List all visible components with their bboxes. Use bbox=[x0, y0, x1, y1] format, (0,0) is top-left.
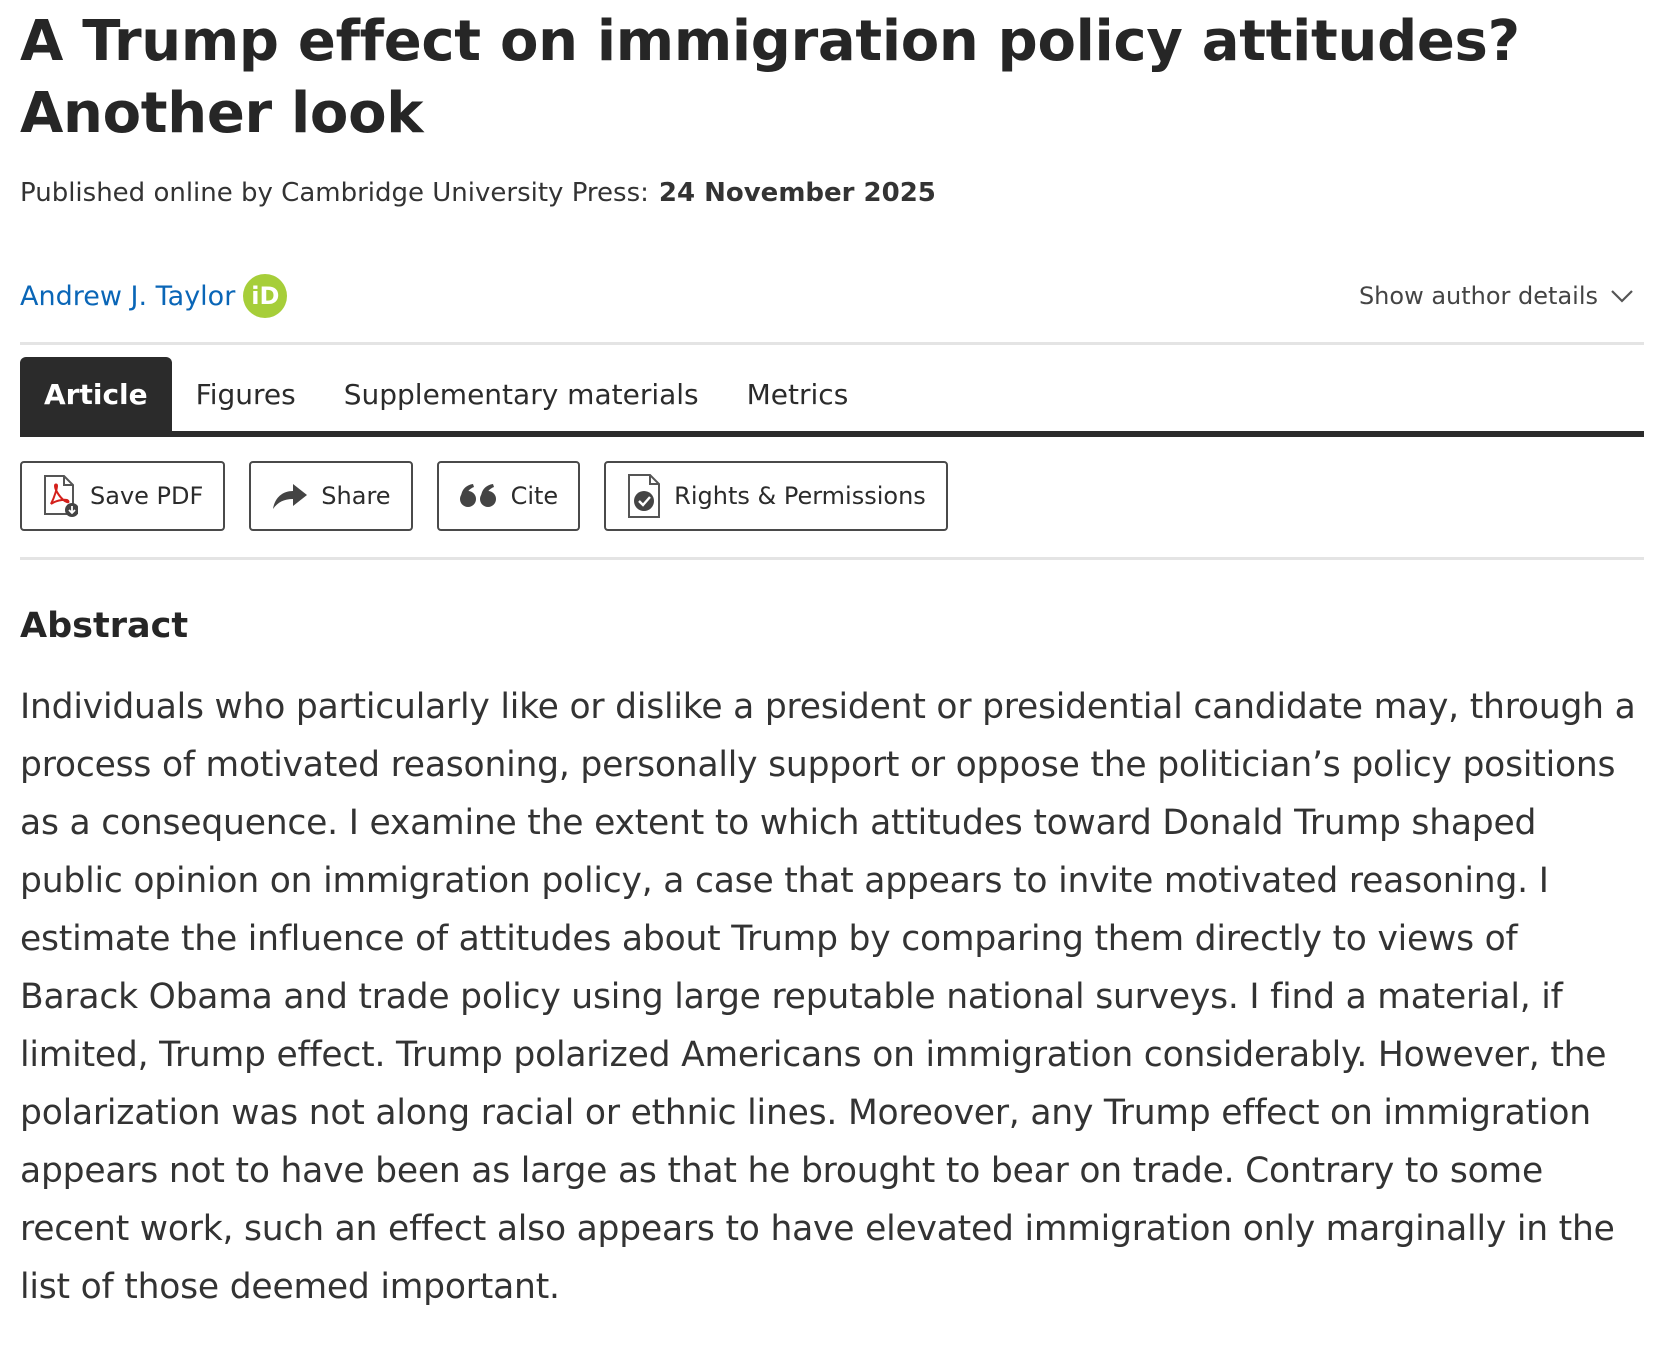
article-page: A Trump effect on immigration policy att… bbox=[20, 0, 1644, 1316]
article-tabs: Article Figures Supplementary materials … bbox=[20, 357, 1644, 437]
divider bbox=[20, 342, 1644, 345]
document-check-icon bbox=[626, 473, 662, 519]
article-title: A Trump effect on immigration policy att… bbox=[20, 9, 1520, 146]
rights-permissions-button[interactable]: Rights & Permissions bbox=[604, 461, 948, 531]
chevron-down-icon bbox=[1611, 290, 1633, 303]
article-toolbar: Save PDF Share Cite bbox=[20, 459, 1644, 533]
orcid-icon[interactable]: iD bbox=[243, 274, 288, 318]
tab-figures[interactable]: Figures bbox=[195, 377, 296, 411]
tab-article[interactable]: Article bbox=[20, 357, 172, 431]
published-date: 24 November 2025 bbox=[658, 178, 936, 208]
rights-permissions-label: Rights & Permissions bbox=[674, 482, 926, 510]
save-pdf-button[interactable]: Save PDF bbox=[20, 461, 226, 531]
cite-button[interactable]: Cite bbox=[436, 461, 581, 531]
author-name-link[interactable]: Andrew J. Taylor bbox=[20, 280, 236, 312]
share-button[interactable]: Share bbox=[249, 461, 413, 531]
quote-icon bbox=[459, 482, 499, 510]
share-label: Share bbox=[321, 482, 391, 510]
save-pdf-label: Save PDF bbox=[90, 482, 204, 510]
publication-info: Published online by Cambridge University… bbox=[20, 176, 1644, 210]
author-row: Andrew J. Taylor iD Show author details bbox=[20, 270, 1644, 322]
published-label: Published online by Cambridge University… bbox=[20, 178, 649, 208]
show-author-details-toggle[interactable]: Show author details bbox=[1359, 282, 1634, 310]
tab-metrics[interactable]: Metrics bbox=[746, 377, 849, 411]
cite-label: Cite bbox=[510, 482, 559, 510]
abstract-text: Individuals who particularly like or dis… bbox=[20, 687, 1636, 1307]
divider bbox=[20, 557, 1644, 560]
author-info: Andrew J. Taylor iD bbox=[20, 274, 288, 318]
tab-supplementary-materials[interactable]: Supplementary materials bbox=[343, 377, 699, 411]
abstract-heading: Abstract bbox=[20, 606, 189, 646]
pdf-download-icon bbox=[42, 474, 78, 518]
share-arrow-icon bbox=[271, 481, 309, 511]
show-author-details-label: Show author details bbox=[1358, 282, 1598, 310]
